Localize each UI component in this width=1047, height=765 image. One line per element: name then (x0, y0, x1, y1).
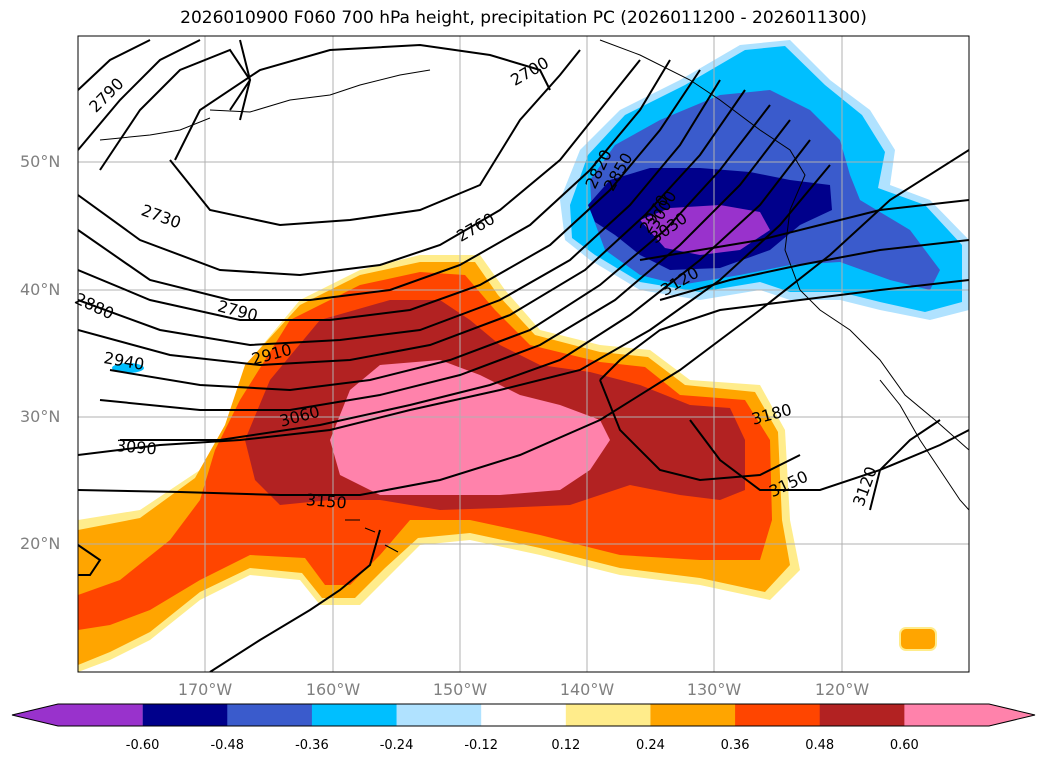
colorbar-tick-label: -0.60 (125, 738, 160, 753)
colorbar-outline (11, 703, 1036, 727)
lat-label-50: 50°N (20, 152, 61, 171)
graticule (78, 36, 969, 672)
colorbar-segment (396, 704, 482, 726)
precip-positive-060 (330, 360, 610, 495)
colorbar-tick-label: 0.48 (805, 738, 835, 753)
colorbar-tick-label: 0.60 (889, 738, 919, 753)
colorbar-segment (12, 704, 143, 726)
precip-spot-west (112, 363, 144, 373)
lon-label-170w: 170°W (177, 680, 233, 699)
colorbar-segment (311, 704, 398, 726)
height-contours (78, 39, 969, 672)
colorbar-segment (227, 704, 313, 726)
lon-label-140w: 140°W (559, 680, 615, 699)
colorbar-tick-label: -0.24 (379, 738, 414, 753)
colorbar-segment (735, 704, 821, 726)
colorbar-tick-label: 0.24 (635, 738, 665, 753)
map-title: 2026010900 F060 700 hPa height, precipit… (180, 8, 867, 28)
lat-label-20: 20°N (20, 534, 61, 553)
colorbar-tick-label: -0.36 (295, 738, 329, 753)
lon-label-120w: 120°W (814, 680, 870, 699)
colorbar-segment (481, 704, 567, 726)
colorbar-tick-label: -0.48 (210, 738, 245, 753)
colorbar-tick-label: 0.36 (720, 738, 750, 753)
colorbar-segment (565, 704, 651, 726)
colorbar-segment (142, 704, 228, 726)
coastline (99, 39, 969, 553)
precip-spot-south (899, 627, 937, 651)
contour-label: 3090 (115, 436, 158, 459)
colorbar-segment (650, 704, 736, 726)
contour-label: 3150 (305, 490, 348, 513)
colorbar-tick-label: -0.12 (464, 738, 498, 753)
lon-label-150w: 150°W (432, 680, 488, 699)
map-frame (77, 35, 970, 673)
lat-label-40: 40°N (20, 280, 61, 299)
precip-negative-060 (640, 205, 770, 255)
lon-label-160w: 160°W (305, 680, 361, 699)
colorbar (11, 703, 1036, 727)
colorbar-segment (819, 704, 905, 726)
lat-label-30: 30°N (20, 407, 61, 426)
colorbar-tick-label: 0.12 (551, 738, 581, 753)
colorbar-segment (904, 704, 1035, 726)
lon-label-130w: 130°W (686, 680, 742, 699)
